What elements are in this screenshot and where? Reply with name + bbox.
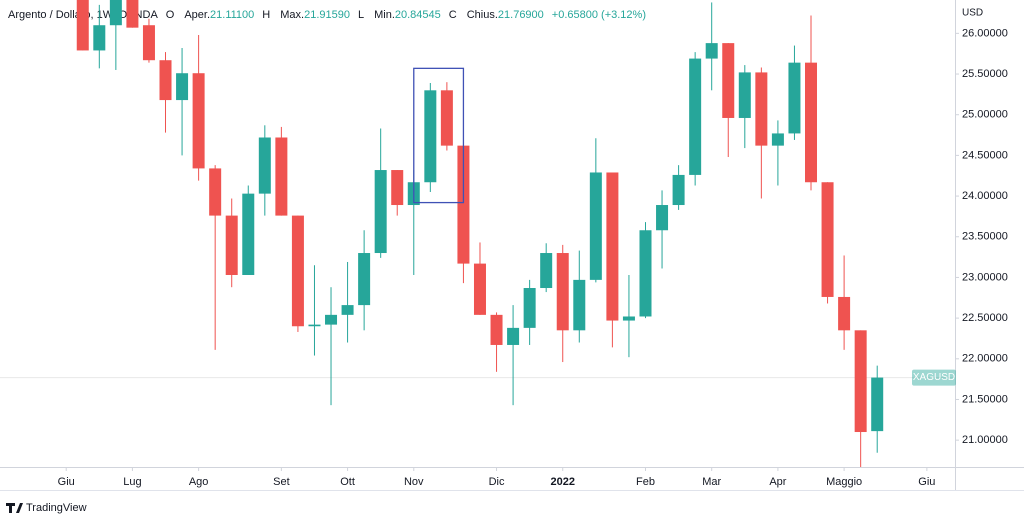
candle-body [672, 174, 685, 206]
candle-body [391, 170, 404, 206]
legend-value: 20.84545 [395, 9, 441, 21]
y-tick-label: 21.00000 [962, 434, 1008, 446]
candle-body [507, 327, 520, 345]
y-tick-label: 22.50000 [962, 312, 1008, 324]
y-tick-label: 21.50000 [962, 393, 1008, 405]
brand: TradingView [26, 502, 87, 514]
candle-body [490, 314, 503, 345]
x-tick-label: Ago [189, 476, 209, 488]
candle-body [606, 172, 619, 321]
x-tick-label: Maggio [826, 476, 862, 488]
candle-body [523, 288, 536, 328]
candle-body [788, 62, 801, 134]
legend-key: H [262, 9, 270, 21]
candle-body [755, 72, 768, 146]
candle-body [589, 172, 602, 280]
legend-value: 21.76900 [498, 9, 544, 21]
x-tick-label: Giu [918, 476, 935, 488]
price-tag-label: XAGUSD [913, 372, 955, 383]
logo [6, 503, 23, 513]
x-tick-label: Feb [636, 476, 655, 488]
candle-body [109, 0, 122, 26]
x-tick-label: Mar [702, 476, 721, 488]
candle-body [540, 253, 553, 289]
x-tick-label: 2022 [550, 476, 574, 488]
currency-label: USD [962, 8, 983, 19]
legend-change: +0.65800 (+3.12%) [552, 9, 646, 21]
y-tick-label: 23.00000 [962, 271, 1008, 283]
legend-value: 21.91590 [304, 9, 350, 21]
y-tick-label: 24.50000 [962, 149, 1008, 161]
candle-body [854, 330, 867, 433]
legend-key: L [358, 9, 364, 21]
candle-body [325, 314, 338, 325]
x-tick-label: Giu [58, 476, 75, 488]
x-tick-label: Apr [769, 476, 786, 488]
candle-body [258, 137, 271, 194]
candle-body [838, 296, 851, 331]
candle-body [308, 324, 321, 327]
candle-body [291, 215, 304, 327]
legend-label: Chius. [467, 9, 498, 21]
candle-body [871, 377, 884, 432]
candle-body [93, 25, 106, 51]
y-tick-label: 23.50000 [962, 231, 1008, 243]
candle-body [805, 62, 818, 183]
candle-body [821, 182, 834, 297]
legend-label: Min. [374, 9, 395, 21]
candle-body [556, 253, 569, 331]
candle-body [142, 25, 155, 61]
candle-body [275, 137, 288, 216]
candle-body [573, 279, 586, 331]
plot-area [0, 0, 955, 467]
x-tick-label: Dic [489, 476, 505, 488]
x-tick-label: Set [273, 476, 290, 488]
highlight-box [413, 67, 465, 204]
legend-label: Aper. [184, 9, 210, 21]
candle-body [771, 133, 784, 146]
y-tick-label: 26.00000 [962, 27, 1008, 39]
candle-body [440, 90, 453, 146]
y-tick-label: 24.00000 [962, 190, 1008, 202]
y-tick-label: 25.00000 [962, 109, 1008, 121]
candle-body [738, 72, 751, 118]
x-tick-label: Lug [123, 476, 141, 488]
candle-body [722, 43, 735, 118]
price-tag [912, 369, 956, 386]
legend-key: O [166, 9, 175, 21]
candle-body [225, 215, 238, 275]
x-tick-label: Nov [404, 476, 424, 488]
candle-body [705, 43, 718, 59]
y-tick-label: 25.50000 [962, 68, 1008, 80]
candle-body [176, 73, 189, 101]
legend-label: Max. [280, 9, 304, 21]
candle-body [424, 90, 437, 183]
candle-body [639, 230, 652, 317]
candle-body [656, 205, 669, 231]
x-tick-label: Ott [340, 476, 355, 488]
candle-body [473, 263, 486, 315]
candle-body [76, 0, 89, 51]
candle-body [622, 316, 635, 321]
legend-value: 21.11100 [210, 9, 254, 21]
candle-body [192, 73, 205, 169]
candle-body [242, 193, 255, 275]
candle-body [159, 60, 172, 101]
candle-body [457, 145, 470, 264]
y-tick-label: 22.00000 [962, 353, 1008, 365]
candle-body [689, 58, 702, 175]
candle-body [341, 305, 354, 315]
candle-body [374, 170, 387, 254]
candle-body [126, 0, 139, 28]
candle-body [358, 253, 371, 306]
candle-body [209, 168, 222, 216]
legend-key: C [449, 9, 457, 21]
